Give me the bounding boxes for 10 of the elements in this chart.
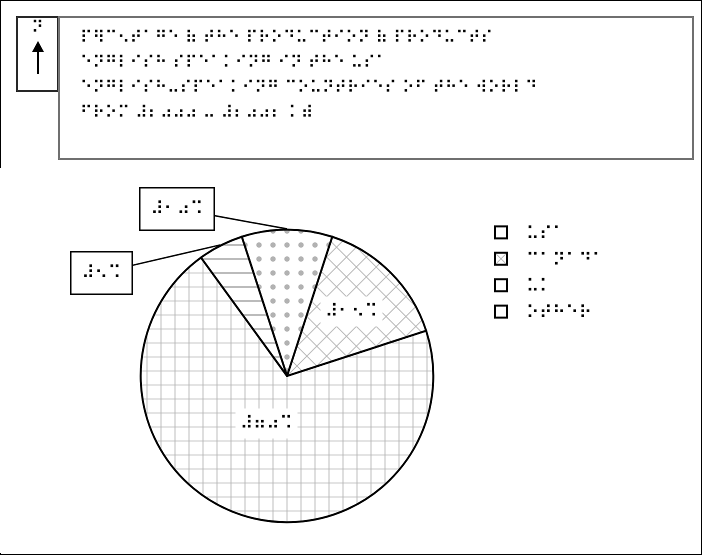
legend-label: ⠉⠁⠝⠁⠙⠁ [526, 250, 606, 271]
data-label: ⠼⠢⠩ [82, 262, 122, 284]
data-label: ⠼⠂⠴⠩ [150, 198, 204, 220]
legend-label: ⠥⠎⠁ [526, 223, 566, 244]
data-label: ⠼⠂⠢⠩ [325, 301, 378, 322]
legend-label: ⠥⠅ [526, 276, 552, 298]
chart-title: ⠏⠻⠉⠢⠞⠁⠛⠑ ⠷ ⠞⠓⠑ ⠏⠗⠕⠙⠥⠉⠞⠊⠕⠝ ⠷ ⠏⠗⠕⠙⠥⠉⠞⠎ ⠑⠝⠛⠇⠊⠎⠓ ⠎⠏⠑⠁⠅⠊⠝⠛ ⠊⠝ ⠞⠓⠑ ⠥⠎⠁ ⠑⠝⠛⠇⠊⠎⠓⠤⠎⠏⠑⠁⠅⠊⠝⠛ ⠉⠕⠥⠝⠞⠗⠊⠑⠎ ⠕⠋ ⠞⠓⠑ ⠺⠕⠗⠇⠙ ⠋⠗⠕⠍ ⠼⠆⠴⠴⠴ ⠤ ⠼⠆⠴⠴⠆ ⠅⠾ [58, 16, 694, 160]
text: ⠝ [30, 18, 45, 38]
data-label: ⠼⠶⠴⠩ [240, 413, 293, 434]
legend-label: ⠕⠞⠓⠑⠗ [526, 302, 592, 324]
